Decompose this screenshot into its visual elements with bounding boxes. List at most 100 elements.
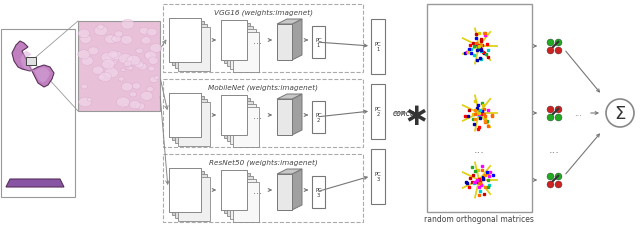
- Ellipse shape: [135, 103, 145, 110]
- Ellipse shape: [99, 73, 111, 82]
- Polygon shape: [6, 179, 64, 187]
- Ellipse shape: [129, 101, 140, 109]
- Ellipse shape: [130, 92, 136, 98]
- Bar: [277, 25, 292, 61]
- Text: PC
2: PC 2: [315, 112, 322, 123]
- Bar: [224, 99, 250, 138]
- Bar: [312, 101, 325, 133]
- Ellipse shape: [105, 36, 116, 44]
- Ellipse shape: [134, 62, 143, 69]
- Bar: [169, 94, 201, 137]
- Ellipse shape: [154, 76, 159, 80]
- Bar: [175, 25, 207, 69]
- Bar: [169, 168, 201, 212]
- Bar: [227, 101, 253, 141]
- Text: concat: concat: [393, 109, 419, 118]
- Ellipse shape: [121, 69, 125, 72]
- Bar: [163, 154, 363, 222]
- Ellipse shape: [144, 54, 151, 59]
- Text: ...: ...: [253, 111, 262, 121]
- Ellipse shape: [150, 77, 158, 83]
- Text: MobileNet (weights:imagenet): MobileNet (weights:imagenet): [208, 84, 318, 91]
- Bar: [221, 170, 247, 210]
- Bar: [230, 105, 256, 144]
- Bar: [178, 28, 210, 72]
- Bar: [172, 96, 204, 140]
- Ellipse shape: [127, 66, 134, 71]
- Bar: [371, 85, 385, 139]
- Ellipse shape: [147, 87, 154, 92]
- Ellipse shape: [124, 62, 132, 67]
- Ellipse shape: [132, 83, 141, 90]
- Polygon shape: [292, 169, 302, 210]
- Polygon shape: [277, 169, 302, 174]
- Text: PC
3: PC 3: [374, 171, 381, 182]
- Ellipse shape: [106, 53, 120, 63]
- Ellipse shape: [145, 52, 157, 61]
- Ellipse shape: [148, 67, 155, 72]
- Bar: [312, 27, 325, 59]
- Bar: [233, 108, 259, 147]
- Bar: [175, 100, 207, 143]
- Ellipse shape: [134, 63, 140, 67]
- Bar: [221, 96, 247, 135]
- Ellipse shape: [102, 60, 115, 70]
- Ellipse shape: [118, 77, 124, 82]
- Bar: [224, 173, 250, 213]
- Bar: [277, 100, 292, 135]
- Bar: [178, 177, 210, 221]
- Bar: [221, 21, 247, 61]
- Bar: [178, 103, 210, 146]
- Text: ∗: ∗: [403, 102, 429, 131]
- Text: PC
1: PC 1: [315, 37, 322, 48]
- Ellipse shape: [101, 53, 115, 63]
- Ellipse shape: [97, 75, 104, 81]
- Bar: [175, 174, 207, 218]
- Bar: [221, 96, 247, 135]
- Polygon shape: [20, 51, 50, 83]
- Bar: [78, 22, 160, 111]
- Ellipse shape: [141, 92, 153, 101]
- Ellipse shape: [108, 51, 118, 59]
- Ellipse shape: [136, 49, 143, 54]
- Bar: [163, 80, 363, 147]
- Bar: [169, 19, 201, 63]
- Bar: [169, 168, 201, 212]
- Polygon shape: [292, 20, 302, 61]
- Bar: [221, 21, 247, 61]
- Bar: [26, 58, 36, 66]
- Bar: [227, 27, 253, 67]
- Ellipse shape: [92, 67, 104, 75]
- Ellipse shape: [110, 61, 117, 66]
- Ellipse shape: [80, 36, 92, 44]
- Ellipse shape: [116, 98, 130, 108]
- Ellipse shape: [81, 85, 88, 90]
- Bar: [169, 19, 201, 63]
- Text: PC
1: PC 1: [374, 41, 381, 52]
- Polygon shape: [277, 95, 302, 100]
- Ellipse shape: [87, 98, 92, 102]
- Text: PC
2: PC 2: [374, 106, 381, 117]
- Ellipse shape: [121, 83, 132, 92]
- Ellipse shape: [135, 50, 140, 54]
- Ellipse shape: [140, 28, 149, 35]
- Ellipse shape: [138, 64, 147, 71]
- Bar: [427, 5, 532, 212]
- Bar: [1, 30, 75, 197]
- Bar: [371, 20, 385, 75]
- Ellipse shape: [127, 56, 140, 66]
- Ellipse shape: [129, 67, 132, 70]
- Text: ...: ...: [474, 144, 484, 154]
- Polygon shape: [277, 20, 302, 25]
- Bar: [172, 22, 204, 66]
- Text: ResNet50 (weights:imagenet): ResNet50 (weights:imagenet): [209, 159, 317, 165]
- Bar: [169, 94, 201, 137]
- Text: ...: ...: [253, 185, 262, 195]
- Bar: [224, 24, 250, 64]
- Text: $\Sigma$: $\Sigma$: [614, 105, 626, 122]
- Ellipse shape: [78, 30, 90, 39]
- Ellipse shape: [150, 44, 162, 53]
- Ellipse shape: [111, 52, 122, 61]
- Ellipse shape: [148, 58, 158, 65]
- Bar: [227, 176, 253, 216]
